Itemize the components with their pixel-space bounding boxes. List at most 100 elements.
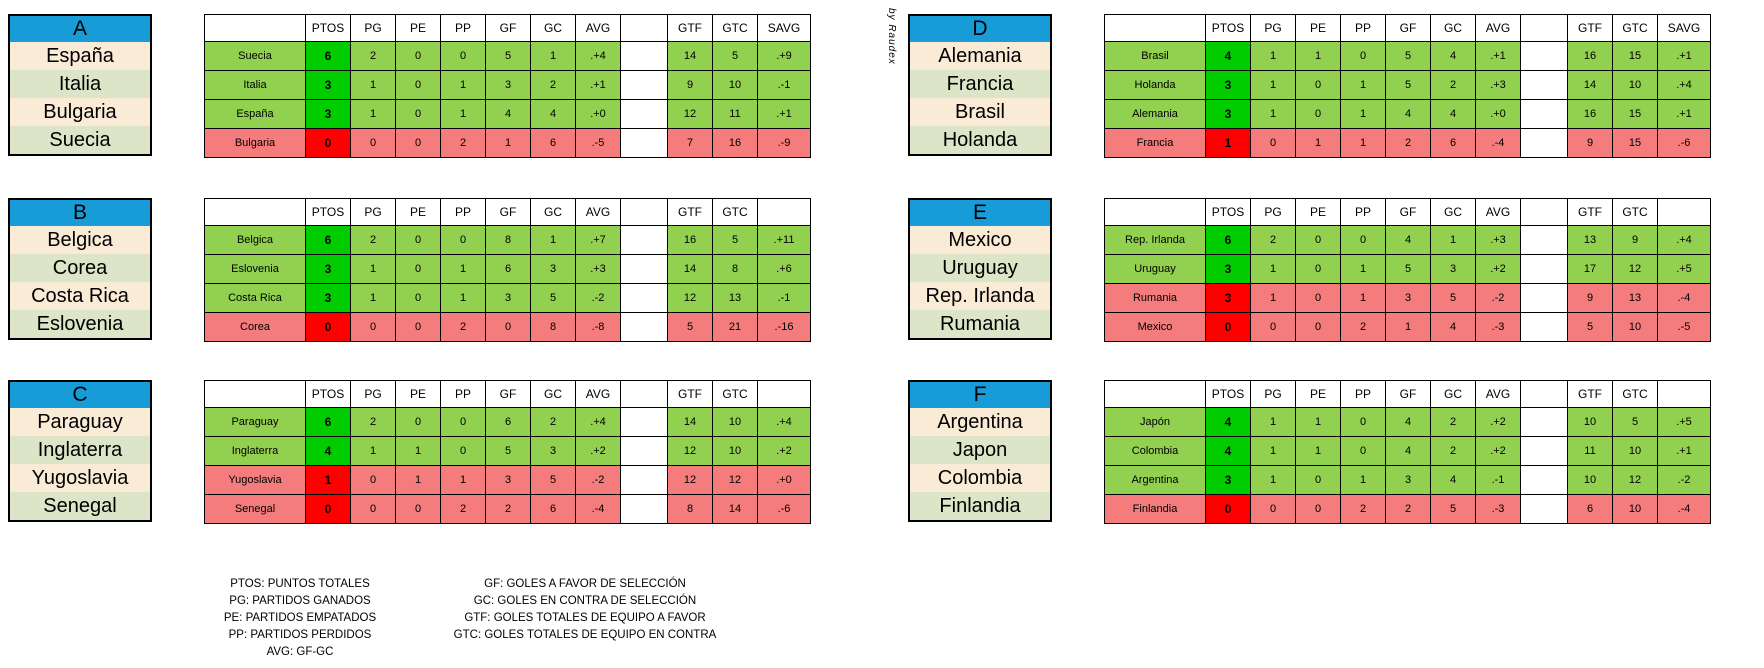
header-PG: PG [350,198,396,226]
cell-PTOS: 0 [305,494,351,524]
standings-header-row: PTOS PG PE PP GF GC AVG GTF GTC [1104,380,1711,408]
cell-GTC: 15 [1612,41,1658,71]
standings-row: Francia 1 0 1 1 2 6 .-4 9 15 .-6 [1104,128,1711,158]
cell-SAVG: .-4 [1657,494,1711,524]
header-GF: GF [1385,14,1431,42]
cell-PP: 2 [1340,312,1386,342]
cell-GC: 3 [530,436,576,466]
cell-GC: 5 [530,465,576,495]
standings-row: Bulgaria 0 0 0 2 1 6 .-5 7 16 .-9 [204,128,811,158]
box-team-name: Brasil [910,98,1050,126]
header-gap-cell [1520,14,1568,42]
header-GF: GF [1385,198,1431,226]
header-GTC: GTC [712,14,758,42]
standings-row: Alemania 3 1 0 1 4 4 .+0 16 15 .+1 [1104,99,1711,129]
group-F-block: F Argentina Japon Colombia Finlandia PTOS PG PE… [908,380,1711,524]
cell-SAVG: .+1 [757,99,811,129]
cell-SAVG: .-6 [757,494,811,524]
cell-GC: 3 [530,254,576,284]
header-GTF: GTF [667,14,713,42]
cell-GF: 3 [485,283,531,313]
standings-header-row: PTOS PG PE PP GF GC AVG GTF GTC SAVG [204,14,811,42]
group-F-letter: F [910,382,1050,408]
header-team-cell [204,198,306,226]
cell-AVG: .-4 [1475,128,1521,158]
legend-line: GC: GOLES EN CONTRA DE SELECCIÓN [473,595,697,607]
cell-GTC: 15 [1612,99,1658,129]
cell-PP: 1 [440,465,486,495]
cell-SAVG: .+11 [757,225,811,255]
cell-GTF: 13 [1567,225,1613,255]
gap-cell [620,407,668,437]
cell-PG: 1 [1250,407,1296,437]
group-E-standings-table: PTOS PG PE PP GF GC AVG GTF GTC Rep. Irlanda 6 2 0 0 4… [1104,198,1711,342]
cell-PG: 1 [350,283,396,313]
cell-SAVG: .+0 [757,465,811,495]
legend-line: PE: PARTIDOS EMPATADOS [223,612,377,624]
cell-PTOS: 6 [305,407,351,437]
gap-cell [620,99,668,129]
cell-PE: 0 [1295,254,1341,284]
cell-SAVG: .+5 [1657,407,1711,437]
cell-GTF: 5 [667,312,713,342]
cell-GF: 5 [1385,41,1431,71]
header-gap-cell [620,198,668,226]
gap-cell [1520,99,1568,129]
cell-PP: 1 [1340,128,1386,158]
cell-GC: 6 [530,494,576,524]
gap-cell [620,41,668,71]
cell-GTC: 15 [1612,128,1658,158]
header-PE: PE [395,198,441,226]
cell-GTF: 9 [667,70,713,100]
cell-PE: 0 [395,99,441,129]
standings-row: Inglaterra 4 1 1 0 5 3 .+2 12 10 .+2 [204,436,811,466]
cell-PG: 0 [350,312,396,342]
cell-GTC: 16 [712,128,758,158]
legend: PTOS: PUNTOS TOTALES PG: PARTIDOS GANADOS… [195,576,745,661]
cell-GF: 0 [485,312,531,342]
cell-GC: 5 [1430,283,1476,313]
cell-PE: 1 [395,436,441,466]
cell-SAVG: .+1 [1657,41,1711,71]
cell-AVG: .+4 [575,41,621,71]
cell-GC: 5 [1430,494,1476,524]
cell-SAVG: .-16 [757,312,811,342]
box-team-name: Finlandia [910,492,1050,520]
cell-AVG: .+2 [1475,407,1521,437]
group-D-letter: D [910,16,1050,42]
header-GF: GF [1385,380,1431,408]
cell-PTOS: 1 [305,465,351,495]
cell-SAVG: .-4 [1657,283,1711,313]
header-team-cell [204,14,306,42]
header-PTOS: PTOS [305,380,351,408]
header-PE: PE [1295,198,1341,226]
cell-GTF: 12 [667,465,713,495]
header-team-cell [1104,198,1206,226]
cell-GC: 8 [530,312,576,342]
legend-column-abbreviations: PTOS: PUNTOS TOTALES PG: PARTIDOS GANADOS… [195,576,405,661]
cell-GC: 4 [530,99,576,129]
cell-PG: 1 [350,99,396,129]
cell-PTOS: 3 [305,254,351,284]
gap-cell [620,312,668,342]
cell-PE: 0 [395,283,441,313]
cell-PE: 0 [395,494,441,524]
cell-GTC: 5 [712,225,758,255]
cell-PG: 1 [1250,465,1296,495]
standings-row: Corea 0 0 0 2 0 8 .-8 5 21 .-16 [204,312,811,342]
header-PG: PG [350,14,396,42]
group-E-letter: E [910,200,1050,226]
gap-cell [1520,254,1568,284]
cell-PP: 0 [1340,407,1386,437]
box-team-name: Yugoslavia [10,464,150,492]
cell-PE: 0 [1295,283,1341,313]
cell-GTC: 14 [712,494,758,524]
standings-row: Brasil 4 1 1 0 5 4 .+1 16 15 .+1 [1104,41,1711,71]
gap-cell [1520,465,1568,495]
cell-PTOS: 3 [1205,254,1251,284]
cell-PP: 0 [1340,436,1386,466]
cell-GTC: 5 [712,41,758,71]
cell-PP: 1 [440,70,486,100]
cell-GTF: 17 [1567,254,1613,284]
